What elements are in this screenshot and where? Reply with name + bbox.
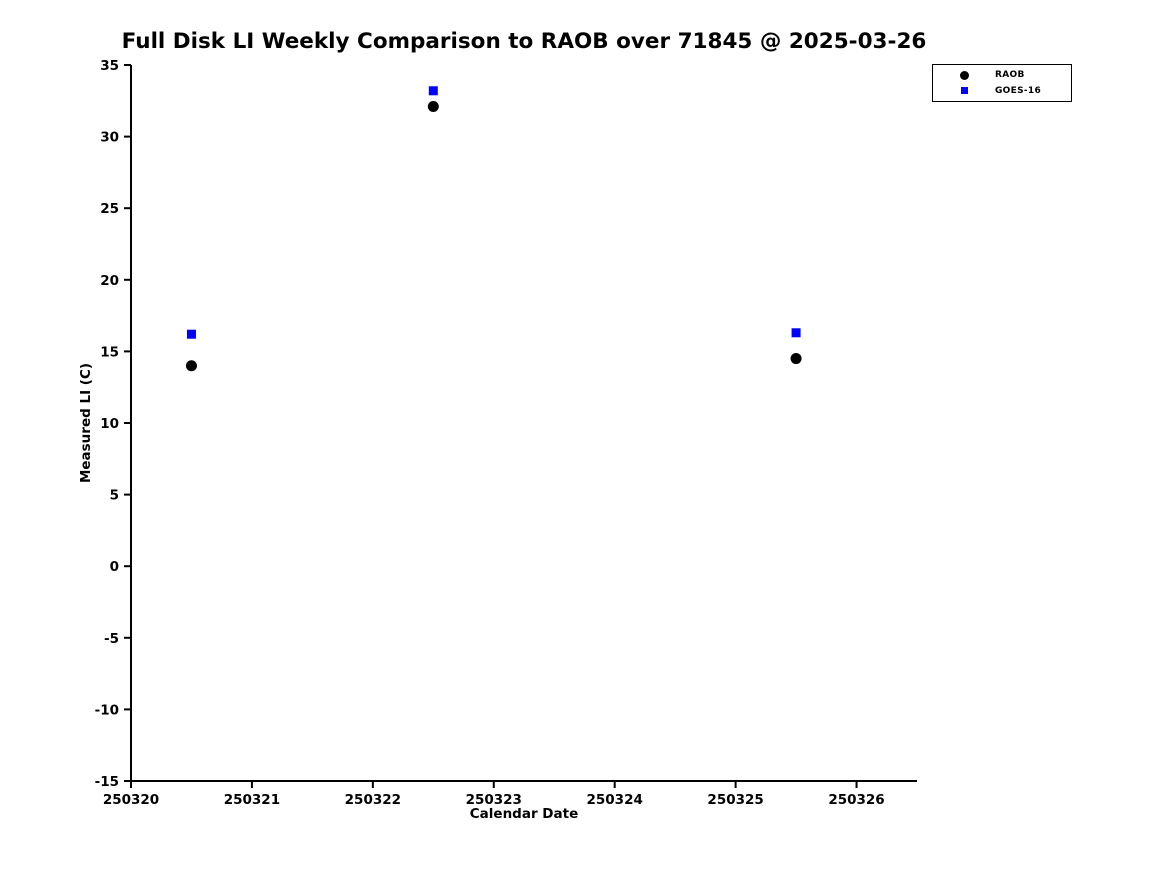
data-point-raob — [790, 353, 802, 365]
y-tick-label: 20 — [100, 273, 119, 289]
legend-item-raob: RAOB — [933, 68, 1071, 83]
x-tick-label: 250320 — [103, 792, 159, 808]
data-point-raob — [427, 101, 439, 113]
data-point-raob — [185, 360, 197, 372]
legend-handle — [933, 70, 995, 80]
x-tick-label: 250324 — [587, 792, 643, 808]
legend-label: GOES-16 — [995, 85, 1042, 96]
y-tick-label: 15 — [100, 344, 119, 360]
y-tick-label: -15 — [95, 774, 119, 790]
legend: RAOB GOES-16 — [932, 64, 1072, 102]
square-marker-icon — [960, 87, 968, 95]
x-tick-label: 250323 — [466, 792, 522, 808]
chart-title: Full Disk LI Weekly Comparison to RAOB o… — [121, 29, 927, 54]
y-tick-label: -5 — [104, 631, 119, 647]
y-tick-label: -10 — [95, 702, 119, 718]
circle-marker-icon — [959, 70, 969, 80]
legend-handle — [933, 87, 995, 95]
x-tick-label: 250322 — [345, 792, 401, 808]
x-tick-label: 250326 — [828, 792, 884, 808]
y-tick-label: 10 — [100, 416, 119, 432]
y-tick-label: 5 — [110, 488, 119, 504]
y-tick-label: 25 — [100, 201, 119, 217]
legend-label: RAOB — [995, 70, 1025, 81]
data-point-goes-16 — [791, 328, 801, 338]
y-tick-label: 30 — [100, 130, 119, 146]
data-point-goes-16 — [428, 86, 438, 96]
data-point-goes-16 — [186, 329, 196, 339]
legend-item-goes-16: GOES-16 — [933, 83, 1071, 98]
y-tick-label: 35 — [100, 58, 119, 74]
x-tick-label: 250321 — [224, 792, 280, 808]
y-tick-label: 0 — [110, 559, 119, 575]
x-tick-label: 250325 — [707, 792, 763, 808]
x-axis-label: Calendar Date — [469, 806, 579, 822]
